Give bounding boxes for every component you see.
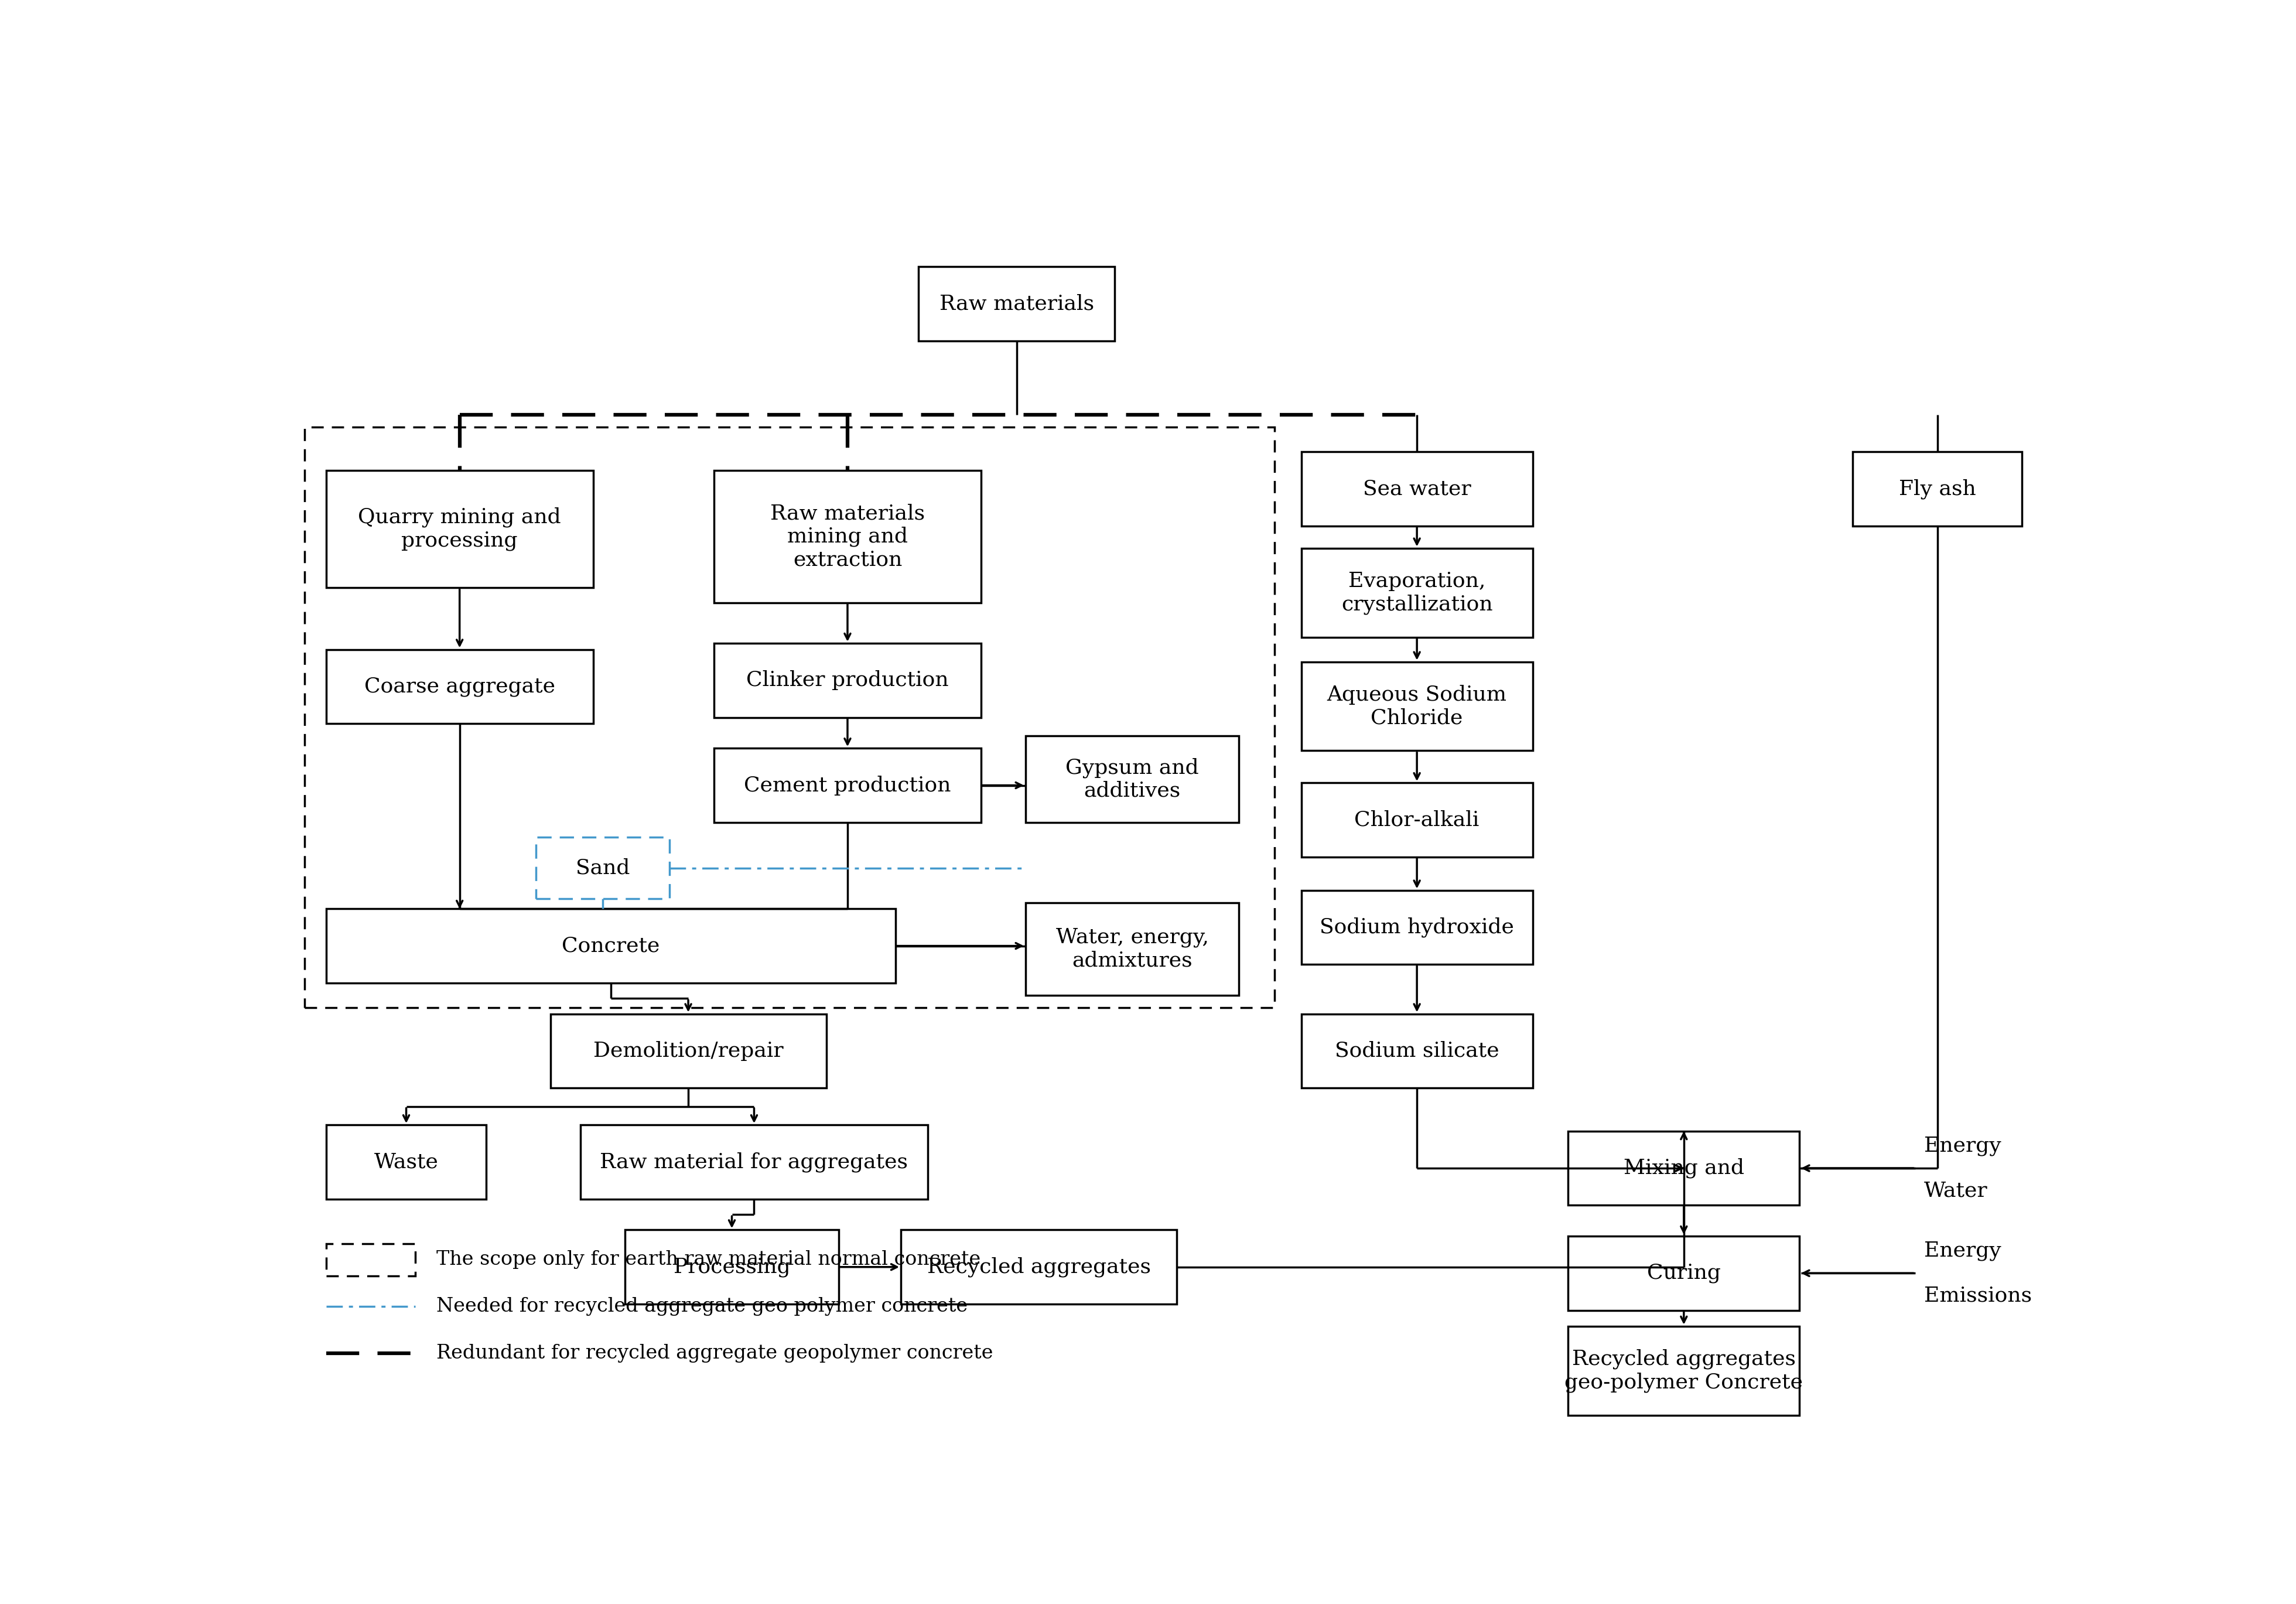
Bar — [326, 650, 592, 723]
Text: Mixing and: Mixing and — [1623, 1158, 1745, 1179]
Text: Coarse aggregate: Coarse aggregate — [365, 677, 556, 696]
Bar — [1853, 452, 2023, 526]
Bar — [326, 1243, 416, 1275]
Text: Clinker production: Clinker production — [746, 670, 948, 690]
Text: Emissions: Emissions — [1924, 1285, 2032, 1306]
Bar — [625, 1230, 838, 1304]
Bar — [1302, 890, 1534, 964]
Text: Cement production: Cement production — [744, 775, 951, 796]
Bar — [900, 1230, 1176, 1304]
Text: Chlor-alkali: Chlor-alkali — [1355, 810, 1479, 829]
Bar — [714, 747, 980, 823]
Text: Raw materials
mining and
extraction: Raw materials mining and extraction — [769, 504, 925, 569]
Text: Evaporation,
crystallization: Evaporation, crystallization — [1341, 571, 1492, 614]
Bar — [1568, 1237, 1800, 1310]
Text: Quarry mining and
processing: Quarry mining and processing — [358, 507, 560, 550]
Bar — [1302, 662, 1534, 751]
Bar — [1568, 1131, 1800, 1205]
Text: Energy: Energy — [1924, 1136, 2002, 1156]
Text: The scope only for earth raw material normal concrete: The scope only for earth raw material no… — [436, 1250, 980, 1269]
Bar — [714, 643, 980, 717]
Bar — [714, 470, 980, 603]
Text: Sand: Sand — [576, 858, 629, 877]
Bar — [918, 266, 1114, 340]
Text: Curing: Curing — [1646, 1264, 1720, 1283]
Text: Redundant for recycled aggregate geopolymer concrete: Redundant for recycled aggregate geopoly… — [436, 1344, 994, 1363]
Bar — [1568, 1327, 1800, 1415]
Text: Sea water: Sea water — [1364, 480, 1472, 499]
Text: Demolition/repair: Demolition/repair — [592, 1041, 783, 1060]
Text: Waste: Waste — [374, 1152, 439, 1173]
Bar — [1026, 736, 1240, 823]
Bar — [326, 1124, 487, 1200]
Text: Fly ash: Fly ash — [1899, 478, 1977, 499]
Text: Gypsum and
additives: Gypsum and additives — [1065, 757, 1199, 800]
Text: Sodium silicate: Sodium silicate — [1334, 1041, 1499, 1060]
Text: Water, energy,
admixtures: Water, energy, admixtures — [1056, 927, 1208, 970]
Bar — [537, 837, 670, 898]
Text: Water: Water — [1924, 1181, 1988, 1200]
Text: Energy: Energy — [1924, 1241, 2002, 1261]
Bar — [1302, 1014, 1534, 1088]
Bar — [1302, 452, 1534, 526]
Text: Needed for recycled aggregate geo polymer concrete: Needed for recycled aggregate geo polyme… — [436, 1298, 969, 1315]
Bar — [326, 470, 592, 587]
Text: Recycled aggregates
geo-polymer Concrete: Recycled aggregates geo-polymer Concrete — [1564, 1349, 1802, 1392]
Bar — [1302, 549, 1534, 637]
Text: Raw material for aggregates: Raw material for aggregates — [599, 1152, 909, 1173]
Bar — [1026, 903, 1240, 994]
Bar — [581, 1124, 928, 1200]
Bar — [1302, 783, 1534, 857]
Bar — [305, 427, 1274, 1007]
Text: Sodium hydroxide: Sodium hydroxide — [1320, 917, 1513, 937]
Bar — [326, 909, 895, 983]
Text: Recycled aggregates: Recycled aggregates — [928, 1258, 1150, 1277]
Text: Raw materials: Raw materials — [939, 294, 1093, 314]
Text: Concrete: Concrete — [563, 935, 659, 956]
Bar — [551, 1014, 827, 1088]
Text: Processing: Processing — [673, 1258, 790, 1277]
Text: Aqueous Sodium
Chloride: Aqueous Sodium Chloride — [1327, 685, 1506, 728]
